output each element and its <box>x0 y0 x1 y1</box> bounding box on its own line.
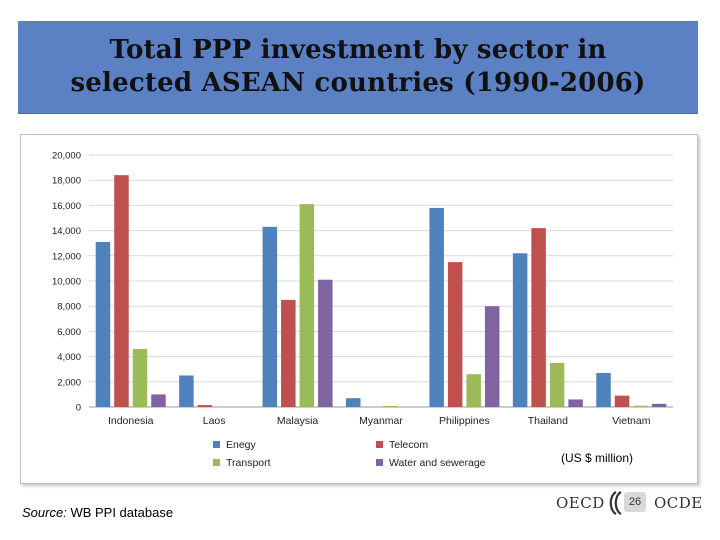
y-tick-label: 2,000 <box>57 377 81 388</box>
bar <box>95 241 111 407</box>
bar <box>466 374 481 407</box>
source-note: Source: WB PPI database <box>22 505 173 520</box>
bar <box>633 405 648 407</box>
x-category-label: Myanmar <box>359 415 403 427</box>
bar <box>179 375 194 407</box>
bar <box>299 204 315 407</box>
bar <box>114 175 129 407</box>
y-tick-label: 10,000 <box>52 277 81 288</box>
legend-swatch <box>213 441 220 448</box>
legend-swatch <box>213 459 220 466</box>
y-tick-label: 0 <box>76 403 81 414</box>
oecd-mark-icon <box>609 491 622 515</box>
title-bar: Total PPP investment by sector in select… <box>18 21 698 114</box>
legend-swatch <box>376 441 383 448</box>
logo-text-left: OECD <box>556 494 605 512</box>
oecd-logo: OECD OCDE <box>556 488 703 520</box>
y-tick-label: 20,000 <box>52 151 81 162</box>
bar <box>346 398 361 407</box>
x-category-label: Indonesia <box>108 415 154 427</box>
legend: Enegy Telecom Transport Water and sewerage <box>213 439 486 469</box>
bar <box>651 403 667 407</box>
source-label: Source: <box>22 505 67 520</box>
y-tick-label: 8,000 <box>57 302 81 313</box>
legend-label: Water and sewerage <box>389 457 486 469</box>
logo-text-right: OCDE <box>654 494 703 512</box>
page-number: 26 <box>624 492 646 512</box>
x-category-label: Thailand <box>528 415 568 427</box>
grid-lines <box>89 154 673 408</box>
bar <box>383 406 398 407</box>
bar <box>429 207 444 407</box>
unit-note: (US $ million) <box>561 451 634 465</box>
bar-chart: 0 2,000 4,000 6,000 8,000 10,000 12,000 14,000 1… <box>52 151 673 469</box>
y-tick-label: 6,000 <box>57 327 81 338</box>
x-category-label: Laos <box>203 415 226 427</box>
bar <box>447 262 463 407</box>
legend-label: Telecom <box>389 439 428 451</box>
bar <box>151 394 166 407</box>
bars <box>95 175 667 407</box>
bar <box>281 299 296 407</box>
y-tick-label: 14,000 <box>52 226 81 237</box>
y-tick-label: 12,000 <box>52 251 81 262</box>
legend-swatch <box>376 459 383 466</box>
bar <box>484 306 500 407</box>
bar <box>197 405 213 407</box>
bar <box>132 349 148 407</box>
y-tick-label: 18,000 <box>52 176 81 187</box>
bar <box>318 279 333 407</box>
y-tick-label: 16,000 <box>52 201 81 212</box>
source-text: WB PPI database <box>70 505 174 520</box>
bar <box>262 226 278 407</box>
x-axis-labels: Indonesia Laos Malaysia Myanmar Philippines T… <box>108 415 651 427</box>
slide-title: Total PPP investment by sector in select… <box>70 35 646 98</box>
x-category-label: Philippines <box>439 415 490 427</box>
chart-frame: 0 2,000 4,000 6,000 8,000 10,000 12,000 14,000 1… <box>20 134 698 484</box>
bar <box>531 228 546 407</box>
y-axis: 0 2,000 4,000 6,000 8,000 10,000 12,000 14,000 1… <box>52 151 81 414</box>
x-category-label: Malaysia <box>277 415 319 427</box>
legend-label: Transport <box>226 457 271 469</box>
bar <box>614 395 630 407</box>
y-tick-label: 4,000 <box>57 352 81 363</box>
bar <box>549 362 565 407</box>
x-category-label: Vietnam <box>612 415 651 427</box>
bar <box>512 253 528 407</box>
bar <box>596 372 611 407</box>
bar <box>568 399 583 407</box>
legend-label: Enegy <box>226 439 257 451</box>
